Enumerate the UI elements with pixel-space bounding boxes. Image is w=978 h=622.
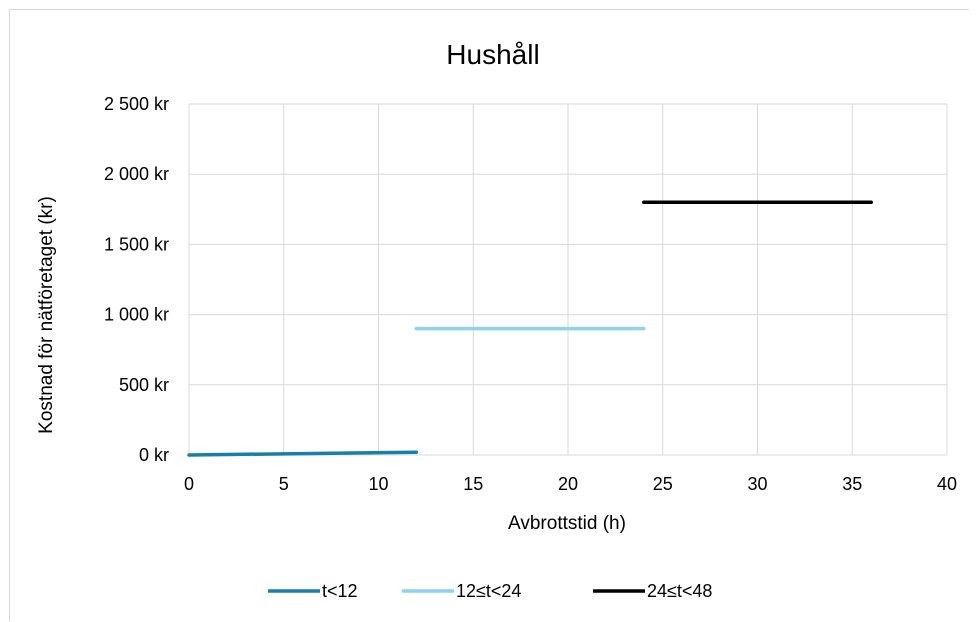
y-tick-label: 2 500 kr bbox=[104, 94, 169, 114]
legend-label: 24≤t<48 bbox=[647, 581, 712, 601]
y-axis-label: Kostnad för nätföretaget (kr) bbox=[36, 196, 57, 434]
legend-label: 12≤t<24 bbox=[456, 581, 521, 601]
legend-label: t<12 bbox=[322, 581, 358, 601]
x-tick-label: 20 bbox=[558, 474, 578, 494]
x-axis-ticks: 0 5 10 15 20 25 30 35 40 bbox=[184, 474, 957, 494]
y-tick-label: 0 kr bbox=[139, 445, 169, 465]
x-axis-label: Avbrottstid (h) bbox=[508, 513, 626, 534]
x-tick-label: 35 bbox=[842, 474, 862, 494]
x-tick-label: 5 bbox=[279, 474, 289, 494]
x-tick-label: 30 bbox=[747, 474, 767, 494]
series-group bbox=[187, 200, 873, 457]
y-tick-label: 2 000 kr bbox=[104, 164, 169, 184]
x-tick-label: 25 bbox=[653, 474, 673, 494]
x-tick-label: 40 bbox=[937, 474, 957, 494]
legend: t<12 12≤t<24 24≤t<48 bbox=[268, 581, 712, 601]
x-tick-label: 0 bbox=[184, 474, 194, 494]
grid bbox=[188, 103, 948, 456]
chart-title: Hushåll bbox=[446, 39, 539, 70]
y-tick-label: 1 500 kr bbox=[104, 234, 169, 254]
x-tick-label: 15 bbox=[463, 474, 483, 494]
y-axis-ticks: 0 kr 500 kr 1 000 kr 1 500 kr 2 000 kr 2 500 … bbox=[104, 94, 169, 465]
y-tick-label: 500 kr bbox=[119, 375, 169, 395]
y-tick-label: 1 000 kr bbox=[104, 305, 169, 325]
x-tick-label: 10 bbox=[368, 474, 388, 494]
series-line-1 bbox=[187, 450, 419, 457]
